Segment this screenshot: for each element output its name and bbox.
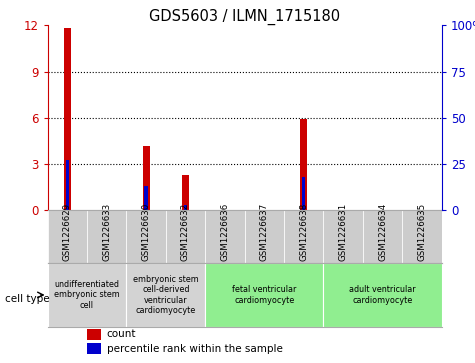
Bar — [87, 211, 126, 263]
Text: count: count — [106, 329, 136, 339]
Bar — [144, 186, 148, 211]
Text: percentile rank within the sample: percentile rank within the sample — [106, 344, 283, 354]
Bar — [87, 343, 101, 354]
Bar — [205, 211, 245, 263]
Text: GSM1226629: GSM1226629 — [63, 203, 72, 261]
Bar — [182, 175, 189, 211]
Text: GSM1226630: GSM1226630 — [142, 202, 151, 261]
Bar — [166, 211, 205, 263]
Bar — [323, 263, 442, 327]
Bar — [302, 177, 305, 211]
Text: GSM1226635: GSM1226635 — [418, 202, 427, 261]
Text: GSM1226633: GSM1226633 — [102, 202, 111, 261]
Bar — [184, 205, 187, 211]
Text: embryonic stem
cell-derived
ventricular
cardiomyocyte: embryonic stem cell-derived ventricular … — [133, 275, 199, 315]
Bar — [48, 211, 87, 263]
Bar — [126, 211, 166, 263]
Text: undifferentiated
embryonic stem
cell: undifferentiated embryonic stem cell — [54, 280, 120, 310]
Bar — [245, 211, 284, 263]
Text: GSM1226632: GSM1226632 — [181, 202, 190, 261]
Text: cell type: cell type — [5, 294, 49, 305]
Bar — [48, 263, 126, 327]
Title: GDS5603 / ILMN_1715180: GDS5603 / ILMN_1715180 — [149, 9, 340, 25]
Bar — [284, 211, 323, 263]
Text: fetal ventricular
cardiomyocyte: fetal ventricular cardiomyocyte — [232, 285, 296, 305]
Bar — [205, 263, 323, 327]
Bar — [363, 211, 402, 263]
Bar — [402, 211, 442, 263]
Bar — [300, 119, 307, 211]
Text: GSM1226631: GSM1226631 — [339, 202, 348, 261]
Text: GSM1226636: GSM1226636 — [220, 202, 229, 261]
Text: GSM1226637: GSM1226637 — [260, 202, 269, 261]
Bar — [323, 211, 363, 263]
Text: adult ventricular
cardiomyocyte: adult ventricular cardiomyocyte — [349, 285, 416, 305]
Bar — [66, 160, 69, 211]
Text: GSM1226638: GSM1226638 — [299, 202, 308, 261]
Bar — [87, 329, 101, 340]
Bar — [142, 146, 150, 211]
Text: GSM1226634: GSM1226634 — [378, 202, 387, 261]
Bar — [64, 28, 71, 211]
Bar — [126, 263, 205, 327]
